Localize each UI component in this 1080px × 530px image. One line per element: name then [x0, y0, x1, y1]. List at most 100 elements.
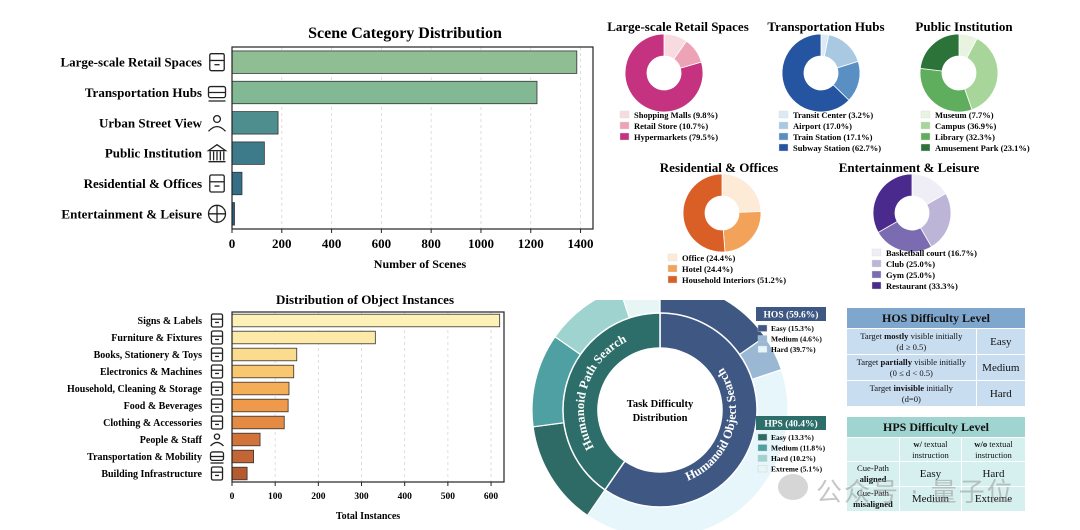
legend-swatch: [619, 132, 630, 141]
legend-swatch: [920, 132, 931, 141]
legend-label: Club (25.0%): [886, 259, 935, 269]
legend-label: Library (32.3%): [935, 132, 995, 142]
category-label: People & Staff: [140, 435, 203, 446]
legend-swatch: [757, 454, 768, 462]
x-axis-label: Number of Scenes: [374, 257, 467, 271]
donut-title: Entertainment & Leisure: [839, 160, 980, 175]
x-tick-label: 600: [484, 492, 499, 502]
legend-label: Subway Station (62.7%): [793, 143, 881, 153]
office-building-icon: [209, 174, 225, 193]
legend-label: Household Interiors (51.2%): [682, 275, 786, 285]
bar: [231, 313, 501, 328]
watermark: 公众号 · 量子位: [778, 470, 1048, 510]
hps-level-medium: Medium: [899, 486, 962, 512]
category-label: Urban Street View: [99, 115, 203, 130]
legend-swatch: [778, 143, 789, 152]
hos-difficulty-table: HOS Difficulty Level Target mostly visib…: [846, 307, 1027, 407]
bar: [231, 398, 289, 413]
x-tick-label: 0: [229, 236, 236, 251]
legend-label: Shopping Malls (9.8%): [634, 110, 718, 120]
institution-building-icon: [206, 143, 228, 163]
bar: [231, 171, 243, 196]
category-label: Signs & Labels: [138, 316, 203, 327]
sunburst-hole: [598, 348, 722, 472]
category-label: Clothing & Accessories: [103, 418, 202, 429]
donut-slice: [919, 67, 973, 113]
x-tick-label: 300: [354, 492, 369, 502]
legend-swatch: [778, 121, 789, 130]
street-map-pin-icon: [208, 114, 226, 132]
legend-swatch: [667, 253, 678, 262]
category-label: Furniture & Fixtures: [111, 333, 202, 344]
donut-title: Transportation Hubs: [767, 19, 884, 34]
legend-label: Retail Store (10.7%): [634, 121, 708, 131]
hps-level-extreme: Extreme: [960, 486, 1027, 512]
donut-slice: [721, 173, 762, 213]
bar: [231, 330, 376, 345]
spray-bottle-icon: [210, 381, 224, 396]
bar: [231, 111, 279, 135]
legend-label: Hypermarkets (79.5%): [634, 132, 718, 142]
donut-slice: [722, 211, 762, 253]
hps-row-aligned: Cue-Path aligned: [846, 461, 900, 487]
chart-title: Scene Category Distribution: [308, 25, 502, 42]
legend-label: Extreme (5.1%): [771, 465, 823, 474]
legend-swatch: [757, 345, 768, 353]
plot-frame: [231, 46, 594, 230]
donut-slice: [682, 173, 726, 253]
bar: [231, 449, 254, 464]
legend-label: Museum (7.7%): [935, 110, 994, 120]
hps-level-hard: Hard: [960, 461, 1027, 487]
hps-row-misaligned: Cue-Path misaligned: [846, 486, 900, 512]
x-tick-label: 800: [421, 236, 441, 251]
x-tick-label: 400: [322, 236, 342, 251]
chip-icon: [210, 364, 224, 379]
x-axis-label: Total Instances: [336, 511, 400, 522]
building-icon: [210, 466, 224, 481]
legend-label: Office (24.4%): [682, 253, 736, 263]
legend-swatch: [920, 121, 931, 130]
legend-label: Easy (13.3%): [771, 433, 814, 442]
legend-label: Amusement Park (23.1%): [935, 143, 1030, 153]
food-icon: [210, 398, 224, 413]
legend-label: Airport (17.0%): [793, 121, 852, 131]
legend-swatch: [778, 110, 789, 119]
legend-swatch: [619, 121, 630, 130]
hps-col-without-text: w/o textual instruction: [960, 437, 1027, 462]
legend-label: Gym (25.0%): [886, 270, 935, 280]
hps-level-easy: Easy: [899, 461, 962, 487]
x-tick-label: 200: [272, 236, 292, 251]
legend-swatch: [871, 248, 882, 257]
bar: [231, 415, 285, 430]
bar: [231, 50, 578, 74]
x-tick-label: 1200: [518, 236, 544, 251]
hps-table-title: HPS Difficulty Level: [846, 416, 1026, 438]
person-icon: [210, 433, 224, 447]
legend-header: HPS (40.4%): [764, 419, 817, 430]
bar: [231, 466, 248, 481]
category-label: Entertainment & Leisure: [61, 206, 202, 221]
legend-swatch: [757, 444, 768, 452]
legend-swatch: [871, 270, 882, 279]
plot-frame: [231, 311, 505, 483]
legend-label: Medium (4.6%): [771, 335, 822, 344]
donut-slice: [964, 37, 999, 111]
category-label: Transportation Hubs: [85, 85, 202, 100]
legend-label: Easy (15.3%): [771, 324, 814, 333]
legend-label: Basketball court (16.7%): [886, 248, 977, 258]
category-label: Household, Cleaning & Storage: [67, 384, 203, 395]
bar: [231, 80, 538, 105]
x-tick-label: 600: [372, 236, 392, 251]
x-tick-label: 100: [268, 492, 283, 502]
legend-header: HOS (59.6%): [764, 310, 819, 321]
x-tick-label: 0: [230, 492, 235, 502]
hos-condition-hard: Target invisible initially (d=0): [846, 380, 977, 407]
legend-swatch: [871, 259, 882, 268]
legend-swatch: [667, 264, 678, 273]
category-label: Public Institution: [105, 146, 203, 161]
x-tick-label: 400: [398, 492, 413, 502]
sign-icon: [210, 313, 224, 328]
legend-header-bg: [756, 416, 826, 430]
donut-title: Public Institution: [915, 19, 1013, 34]
